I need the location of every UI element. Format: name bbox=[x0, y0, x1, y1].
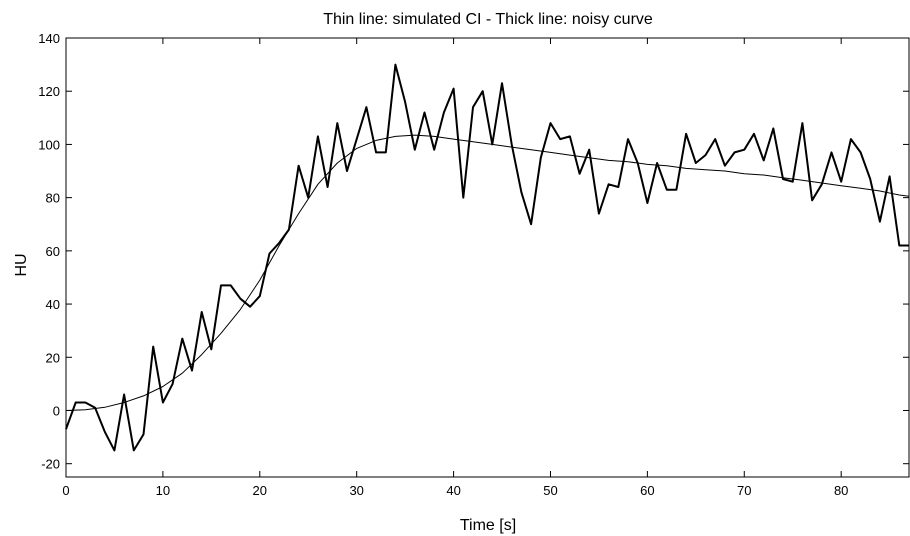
chart-title: Thin line: simulated CI - Thick line: no… bbox=[323, 11, 653, 28]
x-tick-label: 50 bbox=[543, 483, 557, 498]
x-tick-label: 40 bbox=[446, 483, 460, 498]
y-axis-label: HU bbox=[13, 253, 30, 276]
x-tick-label: 60 bbox=[640, 483, 654, 498]
x-tick-label: 0 bbox=[62, 483, 69, 498]
x-tick-label: 70 bbox=[737, 483, 751, 498]
x-axis-label: Time [s] bbox=[460, 517, 516, 534]
x-tick-label: 20 bbox=[253, 483, 267, 498]
y-tick-label: 100 bbox=[38, 137, 60, 152]
y-tick-label: 40 bbox=[46, 297, 60, 312]
y-tick-label: 120 bbox=[38, 84, 60, 99]
x-tick-label: 80 bbox=[834, 483, 848, 498]
y-tick-label: 60 bbox=[46, 244, 60, 259]
noisy-curve-line bbox=[65, 63, 909, 452]
y-tick-label: 20 bbox=[46, 350, 60, 365]
plot-lines bbox=[65, 63, 910, 452]
y-tick-label: -20 bbox=[41, 457, 60, 472]
x-tick-label: 10 bbox=[156, 483, 170, 498]
y-tick-label: 0 bbox=[53, 403, 60, 418]
x-tick-label: 30 bbox=[349, 483, 363, 498]
y-tick-label: 80 bbox=[46, 191, 60, 206]
plot-frame bbox=[65, 37, 910, 478]
y-tick-label: 140 bbox=[38, 31, 60, 46]
